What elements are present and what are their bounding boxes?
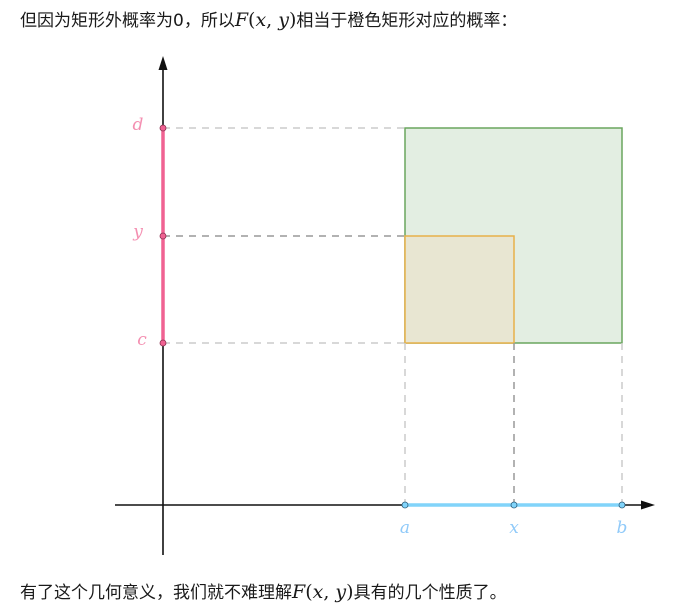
point-x [510,501,518,509]
orange-rectangle [404,235,515,344]
bottom-formula-comma: , [323,581,336,603]
label-b: b [617,518,628,538]
label-d: d [133,115,144,135]
bottom-sentence: 有了这个几何意义，我们就不难理解F(x, y)具有的几个性质了。 [20,580,507,605]
top-formula-func: F [234,9,249,31]
top-sentence: 但因为矩形外概率为0，所以F(x, y)相当于橙色矩形对应的概率： [20,8,517,33]
bottom-formula-y: y [335,581,347,603]
top-sentence-before: 但因为矩形外概率为0，所以 [20,11,235,31]
y-axis-arrow [158,56,168,70]
label-c: c [137,330,147,350]
bottom-formula-open: ( [305,581,313,603]
bottom-formula-close: ) [346,581,354,603]
point-a [401,501,409,509]
top-formula-x: x [255,9,267,31]
label-x: x [509,518,519,538]
point-d [159,124,167,132]
bottom-sentence-before: 有了这个几何意义，我们就不难理解 [20,583,292,603]
bottom-formula: F(x, y) [292,581,354,603]
point-b [618,501,626,509]
bottom-formula-func: F [292,581,306,603]
bottom-formula-x: x [312,581,324,603]
top-formula: F(x, y) [235,9,297,31]
bottom-sentence-after: 具有的几个性质了。 [353,583,507,603]
label-y: y [132,222,143,242]
top-formula-close: ) [288,9,297,31]
top-formula-open: ( [248,9,256,31]
top-sentence-after: 相当于橙色矩形对应的概率： [296,11,518,31]
x-axis-arrow [641,500,655,510]
top-formula-comma: , [266,9,279,31]
point-c [159,339,167,347]
label-a: a [400,518,410,538]
point-y [159,232,167,240]
top-formula-y: y [278,9,289,31]
